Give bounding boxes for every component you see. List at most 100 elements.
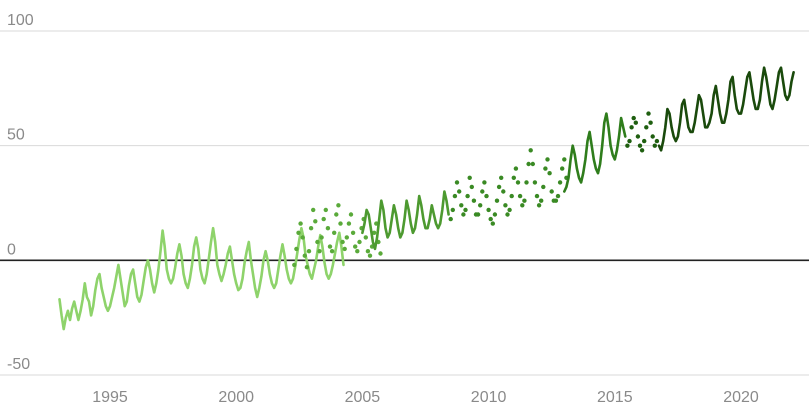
data-point bbox=[461, 212, 466, 217]
data-point bbox=[478, 203, 483, 208]
data-point bbox=[505, 212, 510, 217]
y-tick-label: 0 bbox=[7, 241, 16, 258]
data-point bbox=[528, 148, 533, 153]
y-tick-label: -50 bbox=[7, 356, 30, 373]
data-point bbox=[482, 180, 487, 185]
data-point bbox=[560, 166, 565, 171]
data-point bbox=[457, 189, 462, 194]
data-point bbox=[338, 221, 343, 226]
data-point bbox=[650, 134, 655, 139]
data-point bbox=[553, 198, 559, 203]
data-point bbox=[304, 265, 310, 270]
data-point bbox=[522, 198, 527, 203]
data-point bbox=[501, 189, 506, 194]
data-point bbox=[520, 203, 525, 208]
data-point bbox=[549, 189, 554, 194]
data-point bbox=[547, 171, 552, 176]
data-point bbox=[496, 184, 502, 190]
series-dots-3 bbox=[448, 148, 569, 226]
data-point bbox=[526, 161, 531, 167]
data-point bbox=[450, 207, 455, 213]
data-point bbox=[321, 216, 326, 222]
data-point bbox=[633, 120, 638, 125]
y-tick-label: 50 bbox=[7, 127, 25, 144]
y-tick-label: 100 bbox=[7, 12, 34, 29]
data-point bbox=[484, 193, 489, 199]
series-line-0 bbox=[58, 226, 345, 331]
data-point bbox=[454, 180, 460, 185]
data-point bbox=[448, 216, 453, 222]
data-point bbox=[298, 221, 303, 226]
data-point bbox=[629, 125, 634, 130]
data-point bbox=[329, 249, 335, 254]
data-point bbox=[311, 207, 316, 213]
data-point bbox=[332, 230, 337, 235]
data-point bbox=[536, 203, 542, 208]
data-point bbox=[555, 193, 561, 199]
data-point bbox=[637, 143, 643, 148]
data-point bbox=[648, 120, 653, 125]
series-dots-5 bbox=[625, 111, 660, 153]
data-point bbox=[300, 235, 305, 240]
data-point bbox=[378, 251, 383, 256]
data-point bbox=[534, 193, 540, 199]
data-point bbox=[313, 219, 318, 224]
x-tick-label: 1995 bbox=[92, 389, 128, 406]
data-point bbox=[639, 148, 645, 153]
data-point bbox=[539, 198, 544, 203]
data-point bbox=[545, 157, 550, 162]
data-point bbox=[334, 212, 339, 217]
data-point bbox=[365, 249, 371, 254]
data-point bbox=[652, 143, 657, 148]
data-point bbox=[325, 226, 331, 231]
data-point bbox=[511, 175, 516, 180]
data-point bbox=[515, 180, 521, 185]
data-point bbox=[490, 221, 495, 226]
data-point bbox=[317, 249, 322, 254]
x-tick-label: 2015 bbox=[597, 389, 633, 406]
data-point bbox=[503, 203, 508, 208]
data-point bbox=[459, 203, 464, 208]
data-point bbox=[372, 230, 377, 235]
data-point bbox=[475, 212, 481, 217]
x-tick-label: 2020 bbox=[723, 389, 759, 406]
data-point bbox=[348, 212, 354, 217]
data-point bbox=[367, 253, 373, 258]
data-point bbox=[642, 138, 647, 144]
data-point bbox=[562, 157, 567, 162]
data-point bbox=[532, 180, 538, 185]
data-point bbox=[319, 235, 324, 240]
data-point bbox=[635, 134, 641, 139]
data-point bbox=[469, 184, 474, 190]
data-point bbox=[315, 239, 320, 245]
data-point bbox=[494, 198, 500, 203]
data-point bbox=[646, 111, 651, 116]
data-point bbox=[306, 249, 312, 254]
data-point bbox=[294, 246, 299, 252]
data-point bbox=[350, 230, 356, 235]
data-point bbox=[499, 175, 504, 180]
data-point bbox=[357, 239, 362, 245]
data-point bbox=[530, 161, 535, 167]
data-point bbox=[631, 115, 636, 121]
data-point bbox=[509, 193, 514, 199]
data-point bbox=[292, 262, 297, 268]
data-point bbox=[524, 180, 529, 185]
series-dots-1 bbox=[292, 203, 383, 270]
data-point bbox=[346, 221, 352, 226]
x-tick-label: 2000 bbox=[218, 389, 254, 406]
data-point bbox=[513, 166, 519, 171]
data-point bbox=[625, 143, 630, 148]
data-point bbox=[467, 175, 472, 180]
data-point bbox=[308, 226, 314, 231]
data-point bbox=[507, 207, 512, 213]
data-point bbox=[353, 244, 358, 249]
x-tick-label: 2010 bbox=[471, 389, 507, 406]
data-point bbox=[296, 230, 301, 235]
data-point bbox=[342, 246, 347, 252]
x-tick-label: 2005 bbox=[345, 389, 381, 406]
data-point bbox=[492, 212, 498, 217]
series-line-2 bbox=[361, 190, 450, 251]
